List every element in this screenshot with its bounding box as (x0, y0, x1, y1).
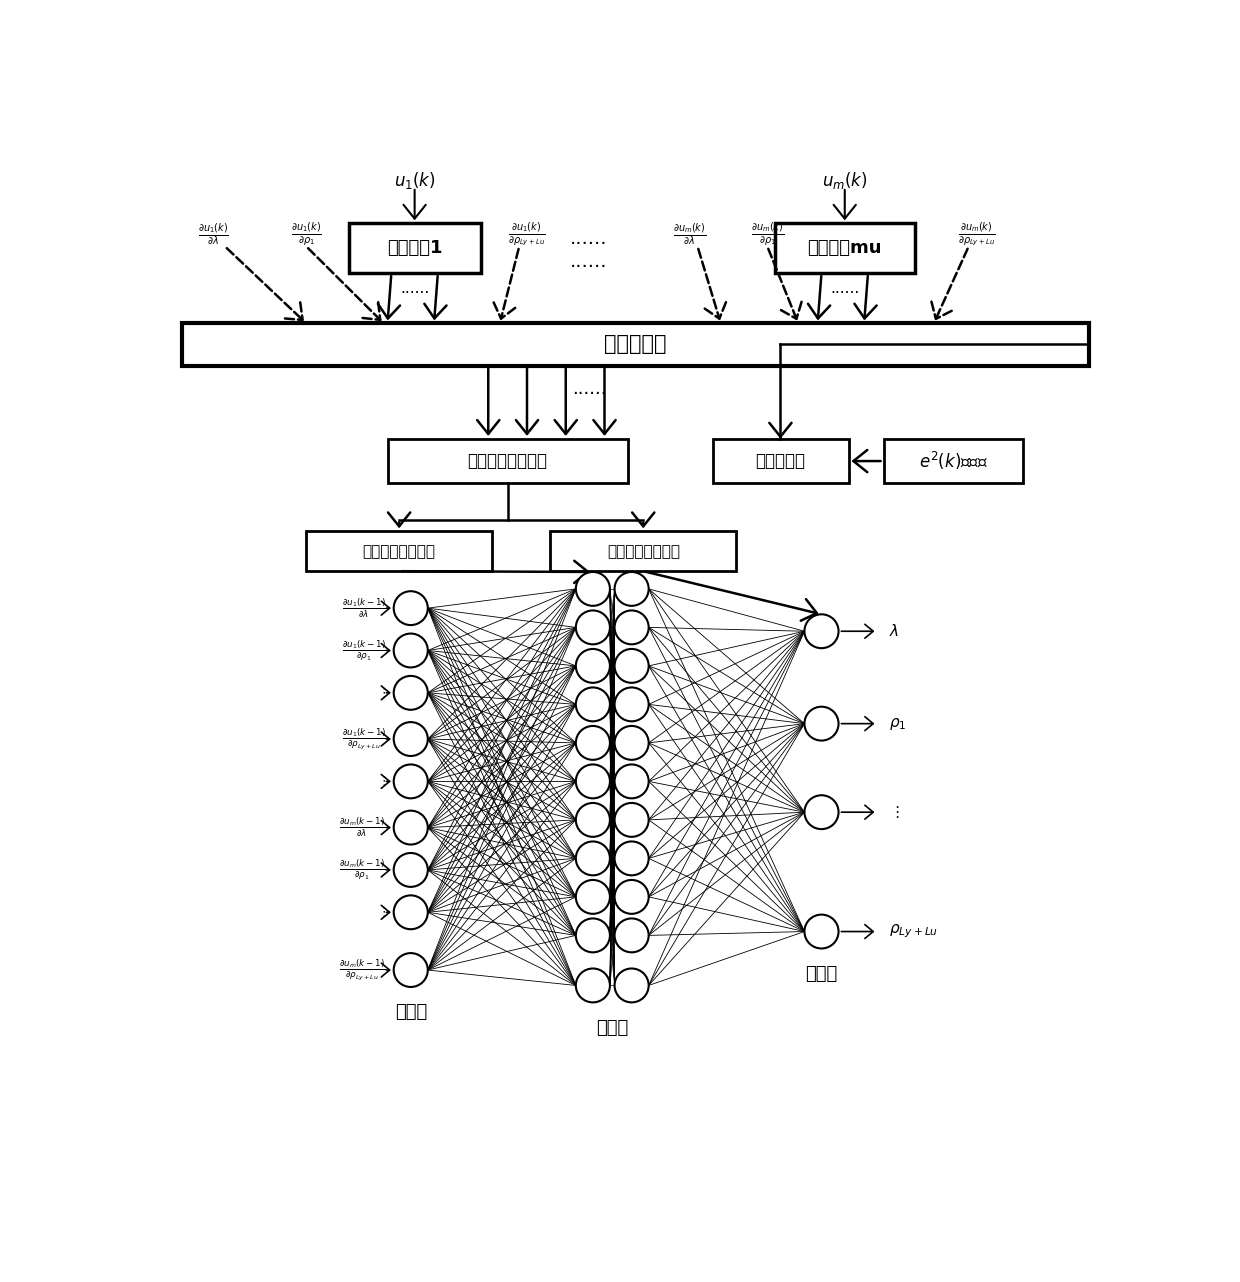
Text: 梯度信息1: 梯度信息1 (387, 238, 443, 256)
Circle shape (615, 968, 649, 1003)
Bar (775, 223, 915, 273)
Circle shape (805, 706, 838, 741)
Circle shape (394, 810, 428, 845)
Circle shape (615, 649, 649, 683)
Bar (348, 223, 481, 273)
Text: $\frac{\partial u_1(k-1)}{\partial \rho_1}$: $\frac{\partial u_1(k-1)}{\partial \rho_… (341, 638, 386, 663)
Circle shape (575, 879, 610, 914)
Circle shape (805, 795, 838, 829)
Circle shape (615, 687, 649, 722)
Text: $\frac{\partial u_m(k-1)}{\partial \lambda}$: $\frac{\partial u_m(k-1)}{\partial \lamb… (340, 815, 386, 840)
Circle shape (615, 726, 649, 760)
Circle shape (575, 841, 610, 876)
Circle shape (394, 591, 428, 626)
Text: $\vdots$: $\vdots$ (377, 905, 386, 919)
Bar (182, 323, 1089, 365)
Text: $u_m(k)$: $u_m(k)$ (822, 171, 868, 191)
Circle shape (575, 968, 610, 1003)
Text: 更新输出层权系数: 更新输出层权系数 (606, 544, 680, 559)
Text: $\vdots$: $\vdots$ (889, 804, 899, 820)
Circle shape (394, 853, 428, 887)
Bar (713, 438, 848, 483)
Circle shape (615, 841, 649, 876)
Circle shape (615, 918, 649, 953)
Text: $\vdots$: $\vdots$ (377, 774, 386, 788)
Text: ......: ...... (570, 229, 608, 247)
Text: $\frac{\partial u_1(k)}{\partial \lambda}$: $\frac{\partial u_1(k)}{\partial \lambda… (197, 222, 228, 247)
Circle shape (615, 572, 649, 606)
Text: $\frac{\partial u_m(k-1)}{\partial \rho_{Ly+Lu}}$: $\frac{\partial u_m(k-1)}{\partial \rho_… (340, 958, 386, 982)
Text: $\frac{\partial u_1(k-1)}{\partial \rho_{Ly+Lu}}$: $\frac{\partial u_1(k-1)}{\partial \rho_… (341, 727, 386, 751)
Circle shape (615, 610, 649, 645)
Text: 输入层: 输入层 (394, 1004, 427, 1022)
Circle shape (394, 722, 428, 756)
Circle shape (575, 610, 610, 645)
Text: ......: ...... (572, 379, 606, 397)
Text: ......: ...... (401, 281, 429, 296)
Circle shape (575, 726, 610, 760)
Circle shape (805, 914, 838, 949)
Text: ......: ...... (570, 253, 608, 271)
Text: $\frac{\partial u_m(k-1)}{\partial \rho_1}$: $\frac{\partial u_m(k-1)}{\partial \rho_… (340, 858, 386, 882)
Text: $\frac{\partial u_1(k)}{\partial \rho_{Ly+Lu}}$: $\frac{\partial u_1(k)}{\partial \rho_{L… (508, 221, 546, 249)
Circle shape (575, 649, 610, 683)
Circle shape (575, 572, 610, 606)
Text: 系统误差反向传播: 系统误差反向传播 (467, 453, 548, 470)
Circle shape (615, 764, 649, 799)
Text: $u_1(k)$: $u_1(k)$ (394, 171, 435, 191)
Bar (387, 438, 627, 483)
Text: ......: ...... (830, 281, 859, 296)
Text: $e^2(k)$最小化: $e^2(k)$最小化 (919, 450, 988, 472)
Text: $\frac{\partial u_m(k)}{\partial \rho_1}$: $\frac{\partial u_m(k)}{\partial \rho_1}… (750, 221, 784, 249)
Text: $\frac{\partial u_1(k-1)}{\partial \lambda}$: $\frac{\partial u_1(k-1)}{\partial \lamb… (341, 596, 386, 619)
Circle shape (575, 918, 610, 953)
Circle shape (394, 895, 428, 929)
Text: $\frac{\partial u_1(k)}{\partial \rho_1}$: $\frac{\partial u_1(k)}{\partial \rho_1}… (290, 221, 321, 249)
Text: $\vdots$: $\vdots$ (377, 686, 386, 700)
Bar (551, 531, 737, 572)
Circle shape (394, 633, 428, 668)
Circle shape (575, 803, 610, 837)
Text: 梯度信息集: 梯度信息集 (604, 335, 667, 354)
Text: $\frac{\partial u_m(k)}{\partial \lambda}$: $\frac{\partial u_m(k)}{\partial \lambda… (673, 222, 707, 247)
Bar (883, 438, 1023, 483)
Text: 隐含层: 隐含层 (596, 1019, 629, 1037)
Circle shape (394, 676, 428, 710)
Text: 梯度下降法: 梯度下降法 (755, 453, 806, 470)
Text: 梯度信息mu: 梯度信息mu (807, 238, 882, 256)
Circle shape (615, 803, 649, 837)
Circle shape (394, 953, 428, 987)
Text: $\rho_{Ly+Lu}$: $\rho_{Ly+Lu}$ (889, 923, 939, 940)
Text: $\lambda$: $\lambda$ (889, 623, 899, 640)
Text: 更新隐含层权系数: 更新隐含层权系数 (362, 544, 435, 559)
Text: 输出层: 输出层 (805, 965, 838, 983)
Circle shape (615, 879, 649, 914)
Circle shape (575, 687, 610, 722)
Bar (306, 531, 492, 572)
Text: $\rho_1$: $\rho_1$ (889, 715, 906, 732)
Text: $\frac{\partial u_m(k)}{\partial \rho_{Ly+Lu}}$: $\frac{\partial u_m(k)}{\partial \rho_{L… (957, 221, 996, 249)
Circle shape (805, 614, 838, 649)
Circle shape (575, 764, 610, 799)
Circle shape (394, 764, 428, 799)
